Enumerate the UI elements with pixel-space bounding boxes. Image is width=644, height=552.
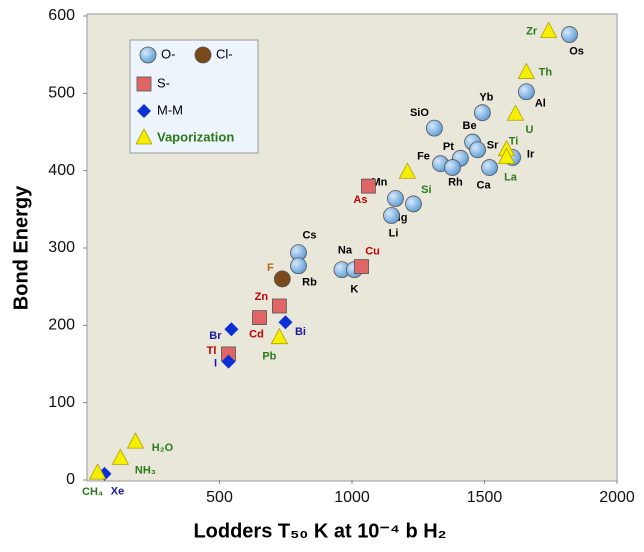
point-label: Bi bbox=[295, 326, 306, 338]
data-point bbox=[270, 327, 289, 345]
point-label: Al bbox=[535, 98, 546, 110]
point-label: Ca bbox=[477, 179, 492, 191]
x-tick-label: 1500 bbox=[467, 489, 503, 506]
point-label: SiO bbox=[410, 107, 429, 119]
data-point bbox=[224, 322, 239, 337]
legend-marker bbox=[136, 76, 152, 92]
data-point bbox=[481, 159, 498, 176]
legend-label: Cl- bbox=[216, 46, 233, 61]
data-point bbox=[88, 463, 107, 480]
data-point bbox=[273, 270, 291, 288]
point-label: U bbox=[526, 124, 534, 136]
point-label: Br bbox=[209, 330, 222, 342]
data-point bbox=[354, 259, 369, 274]
point-label: As bbox=[353, 194, 367, 206]
data-point bbox=[473, 104, 491, 122]
point-label: Xe bbox=[111, 486, 124, 498]
data-point bbox=[278, 315, 293, 330]
y-tick-label: 300 bbox=[48, 239, 75, 256]
point-label: Cd bbox=[249, 329, 264, 341]
point-label: Pb bbox=[262, 351, 276, 363]
legend-marker bbox=[139, 46, 157, 64]
data-point bbox=[221, 354, 236, 369]
x-tick-label: 2000 bbox=[599, 489, 635, 506]
point-label: Th bbox=[539, 66, 553, 78]
data-point bbox=[561, 26, 578, 43]
point-label: Tl bbox=[207, 345, 217, 357]
point-label: Li bbox=[389, 227, 399, 239]
point-label: Be bbox=[463, 120, 477, 132]
y-tick-label: 600 bbox=[48, 7, 75, 24]
y-tick-label: 500 bbox=[48, 85, 75, 102]
y-tick-label: 100 bbox=[48, 394, 75, 411]
legend-label: O- bbox=[161, 46, 175, 61]
legend-marker bbox=[137, 104, 151, 118]
point-label: CH₄ bbox=[82, 486, 103, 498]
legend-label: M-M bbox=[157, 102, 183, 117]
legend-marker bbox=[135, 128, 153, 145]
point-label: Fe bbox=[417, 151, 430, 163]
point-label: Cs bbox=[302, 230, 316, 242]
point-label: La bbox=[504, 171, 518, 183]
data-point bbox=[361, 178, 376, 194]
legend-label: Vaporization bbox=[157, 129, 234, 144]
point-label: H₂O bbox=[152, 442, 174, 454]
point-label: F bbox=[267, 262, 274, 274]
point-label: Zn bbox=[255, 291, 269, 303]
point-label: Sr bbox=[487, 140, 499, 152]
point-label: NH₃ bbox=[135, 464, 156, 476]
data-point bbox=[290, 257, 307, 275]
data-point bbox=[469, 141, 487, 159]
y-tick-label: 400 bbox=[48, 162, 75, 179]
point-label: Rh bbox=[448, 176, 463, 188]
data-point bbox=[497, 147, 516, 164]
point-label: Si bbox=[421, 184, 431, 196]
point-label: Yb bbox=[479, 92, 493, 104]
point-label: Pt bbox=[443, 141, 454, 153]
legend-marker bbox=[194, 46, 212, 64]
data-point bbox=[111, 448, 130, 465]
data-point bbox=[506, 104, 525, 121]
point-label: Cu bbox=[365, 245, 380, 257]
point-label: Os bbox=[569, 45, 584, 57]
data-point bbox=[405, 195, 422, 213]
x-tick-label: 1000 bbox=[334, 489, 370, 506]
point-label: I bbox=[214, 358, 217, 370]
legend-label: S- bbox=[157, 75, 170, 90]
point-label: Ti bbox=[509, 136, 519, 148]
data-point bbox=[252, 310, 267, 326]
point-label: Ir bbox=[527, 148, 535, 160]
data-point bbox=[271, 298, 287, 314]
point-label: Zr bbox=[526, 25, 538, 37]
y-axis-label: Bond Energy bbox=[10, 185, 32, 310]
data-point bbox=[398, 162, 417, 179]
y-tick-label: 0 bbox=[66, 471, 75, 488]
point-label: K bbox=[350, 284, 358, 296]
data-point bbox=[517, 62, 536, 79]
data-point bbox=[387, 190, 404, 207]
data-point bbox=[126, 432, 145, 449]
x-tick-label: 500 bbox=[206, 489, 233, 506]
point-label: Na bbox=[338, 245, 353, 257]
data-point bbox=[517, 83, 535, 101]
point-label: Rb bbox=[302, 277, 317, 289]
data-point bbox=[383, 207, 400, 224]
x-axis-label: Lodders T₅₀ K at 10⁻⁴ b H₂ bbox=[193, 520, 446, 542]
data-point bbox=[539, 21, 558, 38]
y-tick-label: 200 bbox=[48, 317, 75, 334]
data-point bbox=[426, 119, 443, 137]
data-point bbox=[444, 159, 461, 176]
